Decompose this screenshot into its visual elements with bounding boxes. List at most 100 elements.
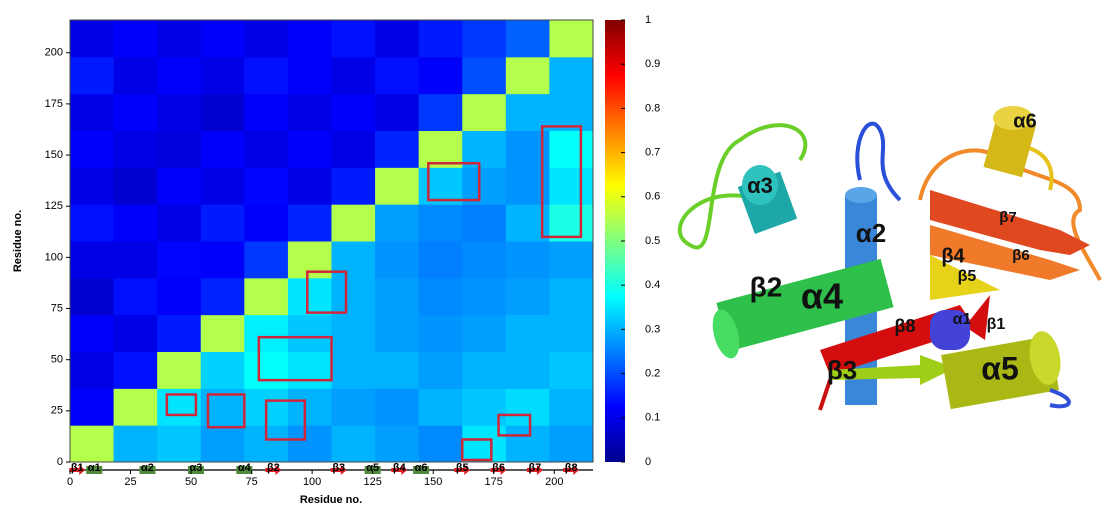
heatmap-cell (70, 131, 114, 168)
structure-label: β3 (827, 355, 857, 385)
heatmap-cell (288, 315, 332, 352)
ss-label: β5 (456, 462, 469, 474)
colorbar-tick-label: 0.9 (645, 58, 660, 70)
heatmap-cell (244, 57, 288, 94)
y-tick-label: 50 (51, 354, 63, 366)
structure-label: β4 (941, 245, 965, 267)
heatmap-cell (201, 278, 245, 315)
heatmap-cell (70, 315, 114, 352)
heatmap-cell (375, 167, 419, 204)
x-tick-label: 200 (545, 476, 563, 488)
heatmap-cell (462, 352, 506, 389)
heatmap-cell (332, 94, 376, 131)
protein-cartoon (680, 106, 1100, 410)
heatmap-cell (201, 204, 245, 241)
heatmap-cell (157, 425, 201, 462)
heatmap-cell (549, 241, 593, 278)
heatmap-cell (375, 425, 419, 462)
ss-label: α2 (141, 462, 154, 474)
heatmap-cell (201, 425, 245, 462)
heatmap-cell (332, 425, 376, 462)
heatmap-cell (419, 425, 463, 462)
heatmap-cell (288, 388, 332, 425)
heatmap-cell (462, 57, 506, 94)
heatmap-cell (114, 94, 158, 131)
colorbar-tick-label: 0.6 (645, 191, 660, 203)
heatmap-cell (114, 425, 158, 462)
heatmap-cell (114, 241, 158, 278)
heatmap-cell (288, 352, 332, 389)
ss-label: β4 (393, 462, 407, 474)
heatmap-cell (419, 94, 463, 131)
heatmap-cell (244, 131, 288, 168)
y-tick-label: 0 (57, 456, 63, 468)
heatmap-cell (201, 315, 245, 352)
structure-label: α3 (747, 173, 773, 198)
heatmap-cell (375, 352, 419, 389)
heatmap-cell (506, 57, 550, 94)
heatmap-cell (201, 241, 245, 278)
heatmap-cell (506, 278, 550, 315)
x-tick-label: 75 (245, 476, 257, 488)
heatmap-cell (375, 57, 419, 94)
heatmap-cell (549, 352, 593, 389)
heatmap-cell (70, 241, 114, 278)
structure-label: β6 (1012, 247, 1030, 264)
heatmap-cell (549, 20, 593, 57)
heatmap-cell (549, 57, 593, 94)
heatmap-cell (419, 57, 463, 94)
heatmap-cell (244, 94, 288, 131)
heatmap-cell (462, 94, 506, 131)
colorbar-tick-label: 0.1 (645, 412, 660, 424)
heatmap-cell (419, 352, 463, 389)
x-tick-label: 125 (363, 476, 381, 488)
heatmap-cell (114, 315, 158, 352)
heatmap-cell (288, 94, 332, 131)
heatmap-cell (114, 388, 158, 425)
heatmap-cell (201, 57, 245, 94)
heatmap-cell (157, 57, 201, 94)
colorbar-tick-label: 1 (645, 14, 651, 26)
structure-label: β8 (895, 316, 916, 336)
y-tick-label: 125 (45, 200, 63, 212)
heatmap-cell (375, 20, 419, 57)
x-tick-label: 25 (124, 476, 136, 488)
heatmap-cell (288, 425, 332, 462)
heatmap-cell (332, 278, 376, 315)
ss-label: α4 (238, 462, 252, 474)
heatmap-cell (157, 167, 201, 204)
heatmap-cell (114, 352, 158, 389)
heatmap-cell (419, 241, 463, 278)
heatmap-cell (157, 315, 201, 352)
heatmap-cell (332, 204, 376, 241)
x-axis-label: Residue no. (300, 494, 362, 506)
heatmap-cell (462, 241, 506, 278)
y-tick-label: 150 (45, 149, 63, 161)
heatmap-cell (244, 241, 288, 278)
heatmap-cell (244, 20, 288, 57)
heatmap-cell (114, 167, 158, 204)
y-tick-label: 25 (51, 405, 63, 417)
ss-label: α1 (88, 462, 101, 474)
heatmap-cell (506, 425, 550, 462)
heatmap-cell (288, 20, 332, 57)
heatmap-cell (332, 131, 376, 168)
heatmap-cell (201, 352, 245, 389)
y-tick-label: 200 (45, 47, 63, 59)
structure-label: α6 (1013, 110, 1036, 132)
heatmap-cell (375, 315, 419, 352)
colorbar-tick-label: 0.3 (645, 323, 660, 335)
colorbar-tick-label: 0.8 (645, 102, 660, 114)
heatmap-cell (288, 204, 332, 241)
heatmap-cell (114, 57, 158, 94)
heatmap-cell (201, 167, 245, 204)
x-tick-label: 50 (185, 476, 197, 488)
contact-map (70, 20, 594, 463)
y-axis-label: Residue no. (12, 210, 24, 272)
heatmap-cell (506, 388, 550, 425)
heatmap-cell (375, 131, 419, 168)
structure-label: α1 (953, 311, 972, 328)
heatmap-cell (288, 131, 332, 168)
x-tick-label: 175 (485, 476, 503, 488)
heatmap-cell (332, 352, 376, 389)
